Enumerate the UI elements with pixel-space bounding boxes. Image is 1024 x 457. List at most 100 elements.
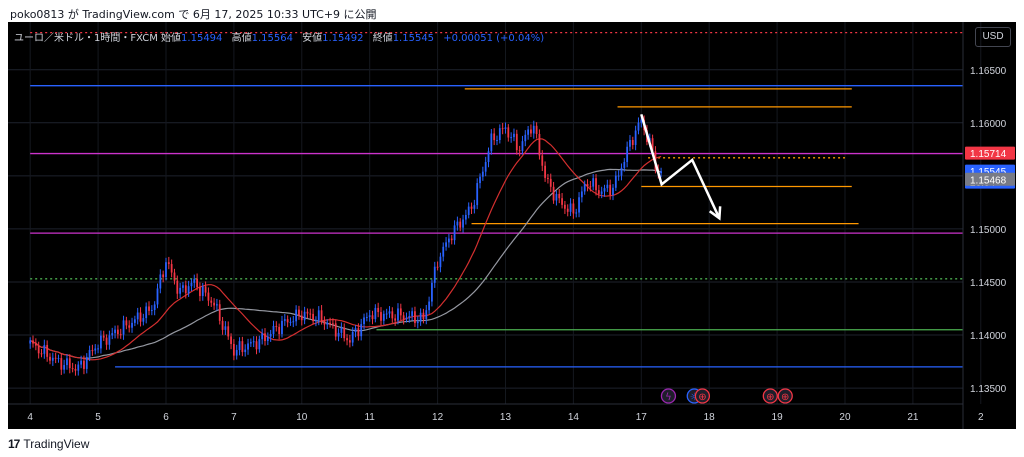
candle-body-37 [133, 319, 136, 323]
candle-body-12 [63, 365, 66, 370]
candle-body-90 [283, 319, 286, 321]
candle-body-14 [68, 358, 71, 369]
tradingview-logo-icon[interactable]: 17 [8, 437, 20, 451]
ohlc-legend: ユーロ／米ドル・1時間・FXCM 始値1.15494 高値1.15564 安値1… [14, 29, 544, 44]
candle-body-52 [176, 280, 179, 294]
candle-body-157 [473, 205, 476, 209]
candle-body-40 [142, 318, 145, 322]
candle-body-10 [57, 358, 60, 360]
candle-body-188 [561, 198, 563, 205]
candle-body-130 [397, 308, 399, 321]
candle-body-170 [510, 137, 513, 139]
moving-average-slow [29, 168, 662, 359]
brand-name[interactable]: TradingView [23, 437, 90, 451]
candle-body-190 [566, 208, 569, 212]
candle-body-19 [83, 360, 85, 369]
candle-body-54 [182, 285, 184, 288]
candle-body-203 [603, 188, 606, 192]
x-tick-label-1: 5 [95, 412, 101, 423]
candle-body-128 [391, 311, 394, 319]
candle-body-73 [235, 350, 238, 356]
candle-body-205 [609, 184, 612, 195]
candle-body-65 [213, 302, 215, 306]
candle-body-210 [623, 161, 626, 168]
candle-body-28 [108, 335, 111, 345]
candle-body-68 [221, 320, 224, 330]
price-label-box-0 [965, 146, 1015, 160]
event-icon-0 [660, 388, 677, 404]
candle-body-55 [184, 285, 187, 294]
x-tick-label-7: 13 [500, 412, 512, 423]
candle-body-78 [249, 342, 252, 344]
candle-body-209 [620, 167, 623, 176]
y-tick-label-3: 1.15000 [970, 225, 1007, 236]
candle-body-60 [199, 287, 201, 297]
price-chart[interactable]: ϟ☼⊕⊕⊕1.165001.160001.155001.150001.14500… [8, 22, 1016, 429]
price-label-1: 1.15545 [970, 167, 1007, 178]
candle-body-22 [91, 350, 94, 352]
candle-body-66 [216, 304, 218, 306]
candle-body-145 [439, 256, 442, 268]
candle-body-156 [470, 206, 473, 209]
candle-body-223 [660, 171, 662, 174]
candle-body-9 [54, 357, 57, 359]
candle-body-79 [252, 341, 255, 343]
event-icon-4 [777, 388, 793, 404]
candle-body-123 [377, 307, 380, 313]
candle-body-144 [436, 266, 439, 268]
candle-body-192 [572, 203, 575, 214]
candle-body-72 [232, 343, 235, 356]
event-glyph-2: ⊕ [698, 392, 706, 403]
candle-body-32 [119, 334, 122, 336]
candle-body-107 [332, 323, 334, 325]
candle-body-1 [32, 340, 34, 344]
candle-body-23 [94, 348, 97, 351]
price-label-0: 1.15714 [970, 149, 1007, 160]
candle-body-220 [651, 138, 654, 152]
currency-button[interactable]: USD [975, 27, 1011, 47]
candle-body-75 [241, 341, 244, 353]
candle-body-158 [476, 183, 479, 206]
candle-body-193 [575, 212, 578, 214]
candle-body-48 [165, 262, 167, 278]
candle-body-88 [278, 326, 281, 335]
y-tick-label-4: 1.14500 [970, 278, 1007, 289]
candle-body-105 [326, 322, 329, 325]
x-tick-label-6: 12 [432, 412, 444, 423]
candle-body-119 [365, 316, 368, 318]
candle-body-134 [408, 316, 411, 318]
candle-body-103 [320, 310, 323, 321]
candle-body-62 [204, 286, 207, 293]
x-tick-label-13: 21 [907, 412, 919, 423]
candle-body-135 [411, 311, 414, 317]
candle-body-45 [156, 288, 159, 305]
candle-body-163 [490, 133, 493, 152]
candle-body-99 [309, 313, 312, 315]
candle-body-64 [210, 300, 213, 303]
x-tick-label-8: 14 [568, 412, 580, 423]
price-label-2: 1.15468 [970, 175, 1007, 186]
candle-body-180 [538, 133, 541, 156]
candle-body-124 [380, 312, 382, 321]
candle-body-177 [530, 129, 532, 134]
candle-body-30 [114, 329, 116, 334]
x-tick-label-12: 20 [839, 412, 851, 423]
candle-body-98 [306, 311, 309, 314]
event-glyph-4: ⊕ [781, 392, 789, 403]
chart-frame [8, 22, 1016, 429]
candle-body-58 [193, 278, 196, 283]
candle-body-111 [343, 327, 346, 339]
candle-body-74 [238, 341, 241, 351]
symbol-label[interactable]: ユーロ／米ドル・1時間・FXCM [14, 33, 158, 44]
candle-body-97 [303, 311, 306, 321]
candle-body-101 [315, 320, 317, 322]
y-tick-label-6: 1.13500 [970, 384, 1007, 395]
candle-body-56 [187, 286, 190, 294]
candle-body-113 [348, 340, 351, 343]
candle-body-164 [493, 133, 496, 141]
candle-body-150 [453, 225, 456, 241]
candle-body-166 [498, 128, 501, 141]
candle-body-121 [371, 315, 374, 320]
candle-body-198 [589, 186, 592, 188]
low-value: 1.15492 [322, 33, 364, 44]
